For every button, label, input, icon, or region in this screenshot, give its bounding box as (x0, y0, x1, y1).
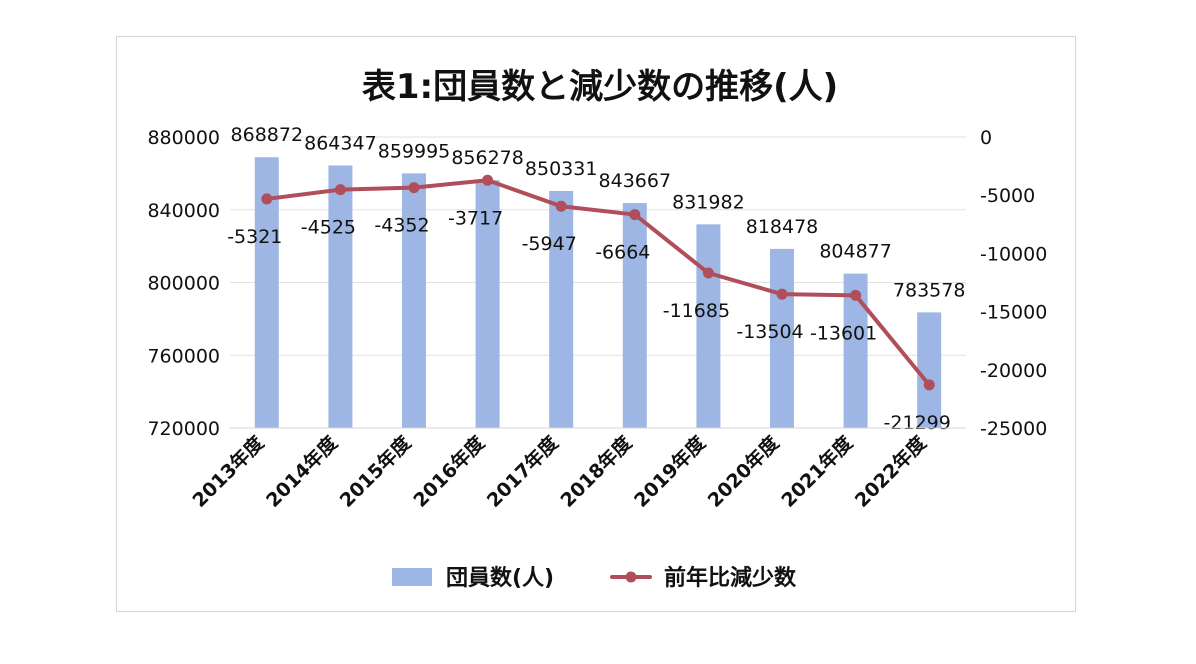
line-value-label: -5321 (227, 226, 282, 248)
line-point[interactable] (629, 209, 641, 221)
line-value-label: -21299 (884, 412, 951, 434)
line-point[interactable] (776, 288, 788, 300)
line-value-label: -11685 (663, 300, 730, 322)
x-category-label: 2019年度 (629, 431, 710, 512)
bar-value-label: 783578 (893, 279, 966, 301)
line-series (261, 174, 935, 391)
x-category-label: 2015年度 (335, 431, 416, 512)
data-labels: 868872 864347 859995 856278 8503318436678319… (227, 124, 965, 434)
y-right-tick-label: -20000 (980, 360, 1047, 382)
x-category-label: 2013年度 (188, 431, 269, 512)
x-category-label: 2021年度 (777, 431, 858, 512)
legend-swatch-bar (392, 568, 432, 586)
line-point[interactable] (408, 182, 420, 194)
y-right-tick-label: -25000 (980, 418, 1047, 440)
y-left-tick-label: 800000 (147, 273, 220, 295)
x-category-label: 2016年度 (409, 431, 490, 512)
y-left-tick-label: 760000 (147, 345, 220, 367)
line-value-label: -13601 (810, 322, 877, 344)
bar[interactable] (328, 165, 353, 429)
y-right-tick-label: -10000 (980, 243, 1047, 265)
line-value-label: -6664 (595, 242, 650, 264)
y-left-tick-label: 840000 (147, 200, 220, 222)
line-value-label: -3717 (448, 207, 503, 229)
line-value-label: -5947 (522, 233, 577, 255)
bar-value-label: 859995 (378, 140, 451, 162)
bar-value-label: 818478 (746, 216, 819, 238)
bar-value-label: 856278 (451, 147, 524, 169)
bar-value-label: 864347 (304, 132, 377, 154)
bar[interactable] (402, 173, 426, 428)
x-category-label: 2018年度 (556, 431, 637, 512)
x-category-label: 2014年度 (261, 431, 342, 512)
line-point[interactable] (850, 289, 862, 301)
y-right-tick-label: -5000 (980, 185, 1035, 207)
y-right-tick-label: 0 (980, 127, 992, 149)
bar[interactable] (770, 248, 794, 428)
bar[interactable] (622, 203, 647, 428)
bar[interactable] (549, 190, 574, 428)
bar[interactable] (254, 157, 279, 428)
y-left-tick-label: 720000 (147, 418, 220, 440)
line-point[interactable] (482, 174, 494, 186)
bar[interactable] (696, 224, 721, 428)
legend[interactable]: 団員数(人) 前年比減少数 (392, 565, 797, 591)
x-category-label: 2017年度 (482, 431, 563, 512)
line-value-label: -4525 (301, 217, 356, 239)
line-point[interactable] (702, 267, 714, 279)
line-point[interactable] (923, 379, 935, 391)
bar-value-label: 831982 (672, 191, 745, 213)
x-category-label: 2020年度 (703, 431, 784, 512)
line-path (264, 178, 932, 387)
bar-series (254, 157, 942, 429)
legend-label-line: 前年比減少数 (664, 565, 797, 591)
bar-value-label: 850331 (525, 158, 598, 180)
y-left-tick-label: 880000 (147, 127, 220, 149)
line-point[interactable] (261, 193, 273, 205)
chart-title: 表1:団員数と減少数の推移(人) (362, 67, 838, 107)
y-right-tick-label: -15000 (980, 302, 1047, 324)
bar[interactable] (475, 180, 500, 428)
line-point[interactable] (555, 200, 567, 212)
line-value-label: -13504 (736, 321, 803, 343)
x-category-label: 2022年度 (850, 431, 931, 512)
legend-label-bar: 団員数(人) (446, 565, 554, 591)
axes: 880000 840000 800000 760000 720000 0 -5000 -100… (147, 127, 1047, 512)
bar-value-label: 868872 (231, 124, 304, 146)
bar-value-label: 804877 (819, 241, 892, 263)
line-value-label: -4352 (374, 215, 429, 237)
line-point[interactable] (334, 184, 346, 196)
bar[interactable] (917, 312, 942, 428)
bar-value-label: 843667 (599, 170, 672, 192)
legend-marker-line (625, 571, 637, 583)
